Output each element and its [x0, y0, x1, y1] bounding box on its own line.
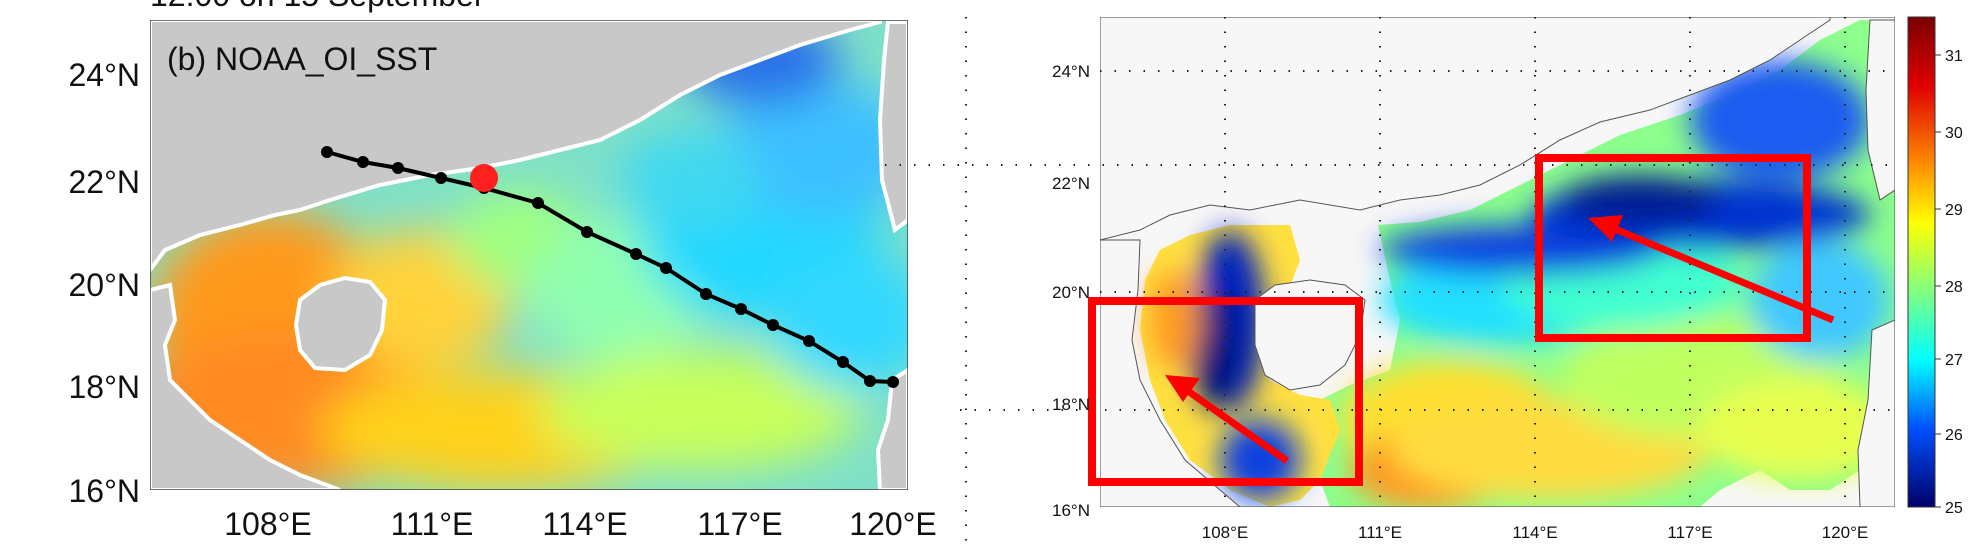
right-lat-labels: 24°N 22°N 20°N 18°N 16°N [1052, 62, 1090, 520]
track-point [357, 156, 369, 168]
left-lat-label: 18°N [69, 369, 141, 405]
right-grid [885, 17, 1895, 546]
left-lat-label: 16°N [69, 473, 141, 509]
track-point [735, 303, 747, 315]
left-sst-field [150, 20, 908, 490]
highlight-box-northeast [1535, 154, 1811, 342]
left-map-panel: 12:00 on 15 September [69, 0, 937, 542]
left-title-partial: 12:00 on 15 September [150, 0, 485, 13]
right-lon-label: 114°E [1512, 523, 1557, 542]
colorbar: 31 30 29 28 27 26 25 [1907, 16, 1963, 517]
colorbar-tick: 27 [1945, 352, 1963, 369]
left-lat-labels: 24°N 22°N 20°N 18°N 16°N [69, 57, 141, 509]
left-lon-labels: 108°E 111°E 114°E 117°E 120°E [224, 506, 937, 542]
track-point [803, 335, 815, 347]
left-lon-label: 111°E [391, 506, 474, 542]
left-lon-label: 120°E [849, 506, 937, 542]
track-point [660, 262, 672, 274]
highlight-box-gulf [1088, 297, 1363, 486]
left-lon-label: 117°E [697, 506, 782, 542]
arrow-northeast [1588, 215, 1835, 324]
right-lat-label: 18°N [1052, 395, 1090, 414]
right-lat-label: 20°N [1052, 283, 1090, 302]
right-lon-label: 108°E [1202, 523, 1249, 542]
colorbar-tick: 26 [1945, 427, 1963, 444]
left-lat-label: 22°N [69, 164, 141, 200]
track-point [887, 376, 899, 388]
typhoon-track [321, 146, 899, 388]
track-point [392, 162, 404, 174]
left-lon-label: 108°E [224, 506, 312, 542]
right-lat-label: 16°N [1052, 501, 1090, 520]
arrow-gulf [1165, 375, 1290, 464]
track-point [435, 172, 447, 184]
right-lon-label: 120°E [1822, 523, 1869, 542]
left-lat-label: 24°N [69, 57, 141, 93]
right-lon-label: 111°E [1358, 523, 1402, 542]
colorbar-tick: 28 [1945, 279, 1963, 296]
colorbar-gradient [1907, 16, 1936, 508]
right-lon-labels: 108°E 111°E 114°E 117°E 120°E [1202, 523, 1869, 542]
track-point [864, 375, 876, 387]
right-sst-field [1100, 17, 1895, 507]
right-lat-label: 24°N [1052, 62, 1090, 81]
colorbar-tick: 29 [1945, 202, 1963, 219]
colorbar-tick: 30 [1945, 125, 1963, 142]
track-point [630, 248, 642, 260]
left-panel-label: (b) NOAA_OI_SST [167, 41, 437, 77]
colorbar-tick: 31 [1945, 48, 1963, 65]
current-position-marker [470, 164, 498, 192]
colorbar-tick: 25 [1945, 500, 1963, 517]
track-point [767, 319, 779, 331]
left-lat-label: 20°N [69, 267, 141, 303]
track-line [326, 150, 894, 384]
track-point [581, 226, 593, 238]
right-lat-label: 22°N [1052, 174, 1090, 193]
right-lon-label: 117°E [1667, 523, 1712, 542]
right-map-panel: 24°N 22°N 20°N 18°N 16°N 108°E 111°E 114… [885, 17, 1895, 546]
track-point [321, 146, 333, 158]
track-point [837, 356, 849, 368]
track-point [700, 288, 712, 300]
track-point [532, 197, 544, 209]
left-lon-label: 114°E [542, 506, 627, 542]
